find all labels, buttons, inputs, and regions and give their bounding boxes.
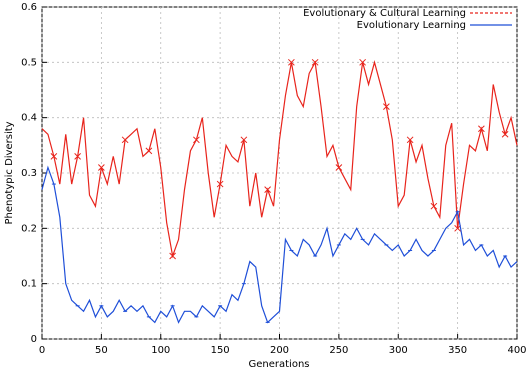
point-marker (311, 58, 319, 66)
y-tick-label: 0.2 (21, 223, 37, 234)
point-marker (454, 224, 461, 232)
x-tick-label: 150 (211, 345, 230, 356)
legend-label: Evolutionary Learning (357, 20, 466, 31)
series-line (41, 165, 518, 324)
x-axis-label: Generations (249, 359, 310, 370)
point-marker (430, 202, 438, 210)
y-tick-label: 0.4 (21, 113, 37, 124)
y-tick-label: 0 (31, 334, 37, 345)
point-marker (193, 136, 200, 144)
point-marker (335, 164, 343, 171)
y-tick-label: 0.6 (21, 2, 37, 13)
x-tick-label: 200 (270, 345, 289, 356)
point-marker (121, 136, 129, 144)
point-marker (501, 130, 509, 138)
point-marker (288, 58, 295, 66)
point-marker (240, 136, 248, 144)
x-tick-label: 400 (507, 345, 526, 356)
x-tick-label: 50 (95, 345, 108, 356)
x-tick-label: 300 (389, 345, 408, 356)
point-marker (359, 58, 366, 66)
x-tick-label: 350 (448, 345, 467, 356)
point-marker (478, 125, 485, 133)
point-marker (98, 164, 105, 171)
x-tick-label: 100 (151, 345, 170, 356)
point-marker (74, 153, 81, 160)
x-tick-label: 0 (39, 345, 45, 356)
y-tick-label: 0.1 (21, 279, 37, 290)
series-line (41, 60, 518, 259)
point-marker (406, 136, 414, 144)
y-tick-label: 0.5 (21, 57, 37, 68)
point-marker (169, 252, 176, 260)
y-axis-label: Phenotypic Diversity (4, 121, 15, 224)
point-marker (216, 180, 224, 188)
legend-label: Evolutionary & Cultural Learning (303, 8, 466, 19)
y-tick-label: 0.3 (21, 168, 37, 179)
point-marker (145, 147, 153, 155)
point-marker (383, 103, 390, 110)
x-tick-label: 250 (329, 345, 348, 356)
point-marker (264, 186, 271, 193)
point-marker (50, 153, 58, 160)
